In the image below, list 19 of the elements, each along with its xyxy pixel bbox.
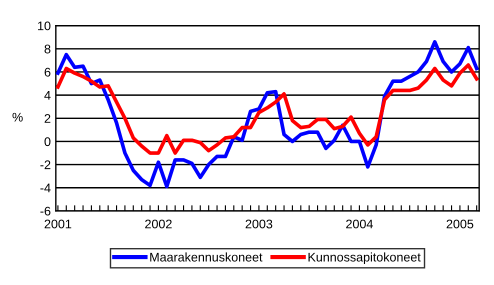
y-tick-label: -2	[40, 160, 50, 170]
y-tick-label: 8	[44, 44, 50, 54]
y-tick-label: 10	[38, 21, 50, 30]
y-tick-label: 0	[44, 137, 50, 146]
x-tick-label: 2005	[446, 220, 474, 228]
y-tick-label: -4	[40, 184, 51, 192]
legend-label: Kunnossapitokoneet	[308, 252, 421, 264]
line-series	[56, 63, 478, 155]
x-tick-label: 2001	[44, 220, 72, 228]
y-tick-label: 4	[44, 91, 51, 100]
x-tick-label: 2004	[346, 220, 373, 228]
y-tick-label: 2	[44, 114, 50, 123]
y-tick-label: -6	[40, 206, 50, 216]
y-tick-label: 6	[44, 68, 50, 77]
x-tick-label: 2002	[145, 220, 172, 228]
x-tick-label: 2003	[246, 220, 272, 228]
y-axis-title: %	[12, 112, 23, 122]
legend-label: Maarakennuskoneet	[150, 252, 262, 262]
line-series	[56, 40, 478, 188]
